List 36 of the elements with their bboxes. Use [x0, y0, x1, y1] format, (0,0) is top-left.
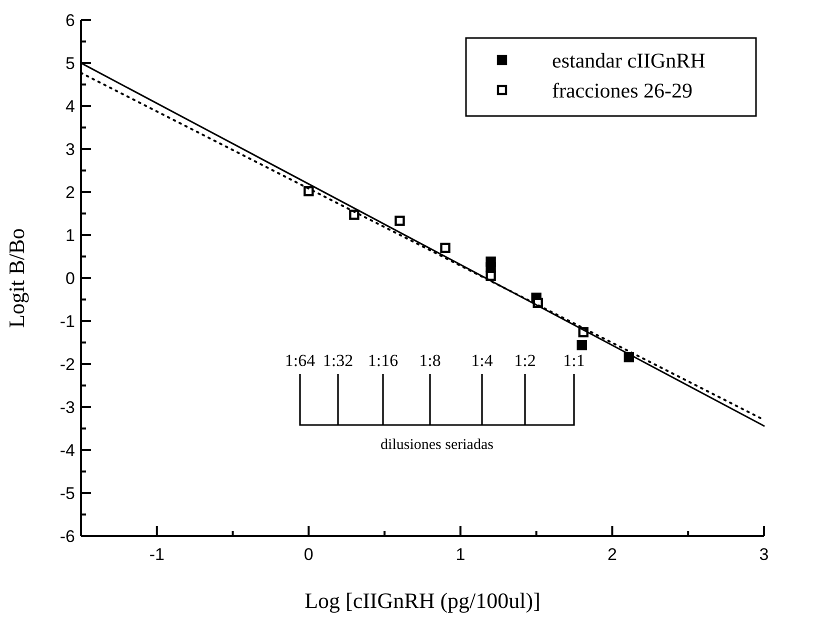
x-axis-title: Log [cIIGnRH (pg/100ul)]: [304, 588, 540, 613]
annotation: 1:4: [471, 351, 494, 370]
point: [394, 216, 405, 226]
y-tick-label: 2: [66, 182, 75, 202]
annotation: 1:8: [419, 351, 441, 370]
point: [349, 210, 360, 220]
y-tick-label: -1: [60, 312, 75, 331]
x-tick-label: -1: [149, 545, 164, 564]
legend-label: estandar cIIGnRH: [552, 48, 706, 72]
annotation: 1:16: [368, 351, 398, 370]
y-tick-label: -6: [60, 526, 75, 546]
y-tick-label: -2: [60, 354, 75, 374]
point: [576, 340, 587, 350]
y-axis-title: Logit B/Bo: [4, 228, 29, 328]
legend-label: fracciones 26-29: [552, 78, 693, 102]
x-tick-label: 3: [759, 545, 769, 564]
annotation: 1:2: [514, 351, 536, 370]
y-tick-label: 0: [66, 268, 75, 288]
y-tick-label: -3: [60, 398, 75, 417]
y-tick-label: 6: [66, 10, 75, 30]
y-tick-label: 3: [66, 140, 75, 159]
y-tick-label: 5: [66, 54, 75, 73]
point: [440, 242, 450, 253]
x-tick-label: 2: [607, 545, 617, 564]
annotation: 1:32: [322, 351, 354, 370]
y-tick-label: 1: [66, 226, 75, 245]
x-tick-label: 1: [456, 545, 466, 564]
y-tick-label: 4: [66, 96, 75, 116]
point: [486, 262, 496, 272]
y-tick-label: -5: [60, 484, 75, 503]
y-tick-label: -4: [60, 440, 75, 460]
x-tick-label: 0: [304, 545, 314, 564]
point: [486, 270, 496, 281]
annotation: dilusiones seriadas: [380, 437, 494, 453]
annotation: 1:64: [284, 351, 316, 370]
annotation: 1:1: [563, 351, 585, 370]
